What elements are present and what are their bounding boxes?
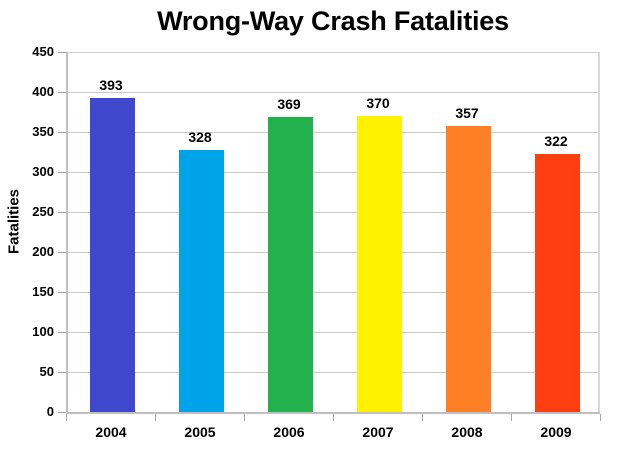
y-tick-100 — [58, 332, 66, 333]
y-tick-250 — [58, 212, 66, 213]
bar-2004[interactable] — [90, 97, 135, 412]
x-tick-label-2007: 2007 — [362, 424, 394, 440]
x-tick-label-2008: 2008 — [451, 424, 483, 440]
y-tick-400 — [58, 92, 66, 93]
gridline-150 — [68, 292, 598, 293]
x-tick-1 — [155, 414, 156, 421]
x-tick-label-2006: 2006 — [273, 424, 305, 440]
gridline-400 — [68, 92, 598, 93]
gridline-100 — [68, 332, 598, 333]
bar-2005[interactable] — [179, 149, 224, 412]
y-tick-200 — [58, 252, 66, 253]
x-tick-label-2005: 2005 — [184, 424, 216, 440]
bar-value-2006: 369 — [277, 95, 301, 112]
plot-area — [66, 52, 600, 412]
x-tick-2 — [244, 414, 245, 421]
bar-value-2008: 357 — [455, 105, 479, 122]
bar-2008[interactable] — [446, 126, 491, 412]
bar-value-2009: 322 — [544, 133, 568, 150]
bar-2009[interactable] — [535, 154, 580, 412]
y-tick-0 — [58, 412, 66, 413]
gridline-200 — [68, 252, 598, 253]
bar-value-2005: 328 — [188, 128, 212, 145]
y-tick-label-150: 150 — [32, 284, 54, 299]
gridline-450 — [68, 52, 598, 53]
gridline-250 — [68, 212, 598, 213]
x-tick-4 — [422, 414, 423, 421]
y-tick-label-100: 100 — [32, 324, 54, 339]
x-tick-0 — [66, 414, 67, 421]
bar-2007[interactable] — [357, 116, 402, 412]
x-axis-line — [66, 412, 600, 414]
y-tick-50 — [58, 372, 66, 373]
y-tick-label-200: 200 — [32, 244, 54, 259]
y-tick-label-0: 0 — [46, 404, 54, 419]
y-tick-label-450: 450 — [32, 44, 54, 59]
gridline-50 — [68, 372, 598, 373]
y-tick-label-350: 350 — [32, 124, 54, 139]
x-tick-6 — [600, 414, 601, 421]
y-tick-label-400: 400 — [32, 84, 54, 99]
gridline-300 — [68, 172, 598, 173]
bar-value-2007: 370 — [366, 95, 390, 111]
x-tick-label-2004: 2004 — [95, 424, 127, 440]
y-tick-label-300: 300 — [32, 164, 54, 179]
y-tick-300 — [58, 172, 66, 173]
y-tick-150 — [58, 292, 66, 293]
plot-background — [68, 52, 598, 412]
x-tick-5 — [511, 414, 512, 421]
x-tick-label-2009: 2009 — [540, 424, 572, 440]
y-tick-label-250: 250 — [32, 204, 54, 219]
bar-value-2004: 393 — [99, 76, 123, 93]
gridline-350 — [68, 132, 598, 133]
x-tick-3 — [333, 414, 334, 421]
y-tick-label-50: 50 — [39, 364, 54, 379]
y-tick-350 — [58, 132, 66, 133]
y-tick-450 — [58, 52, 66, 53]
bar-2006[interactable] — [268, 116, 313, 412]
chart-title: Wrong-Way Crash Fatalities — [157, 6, 509, 36]
